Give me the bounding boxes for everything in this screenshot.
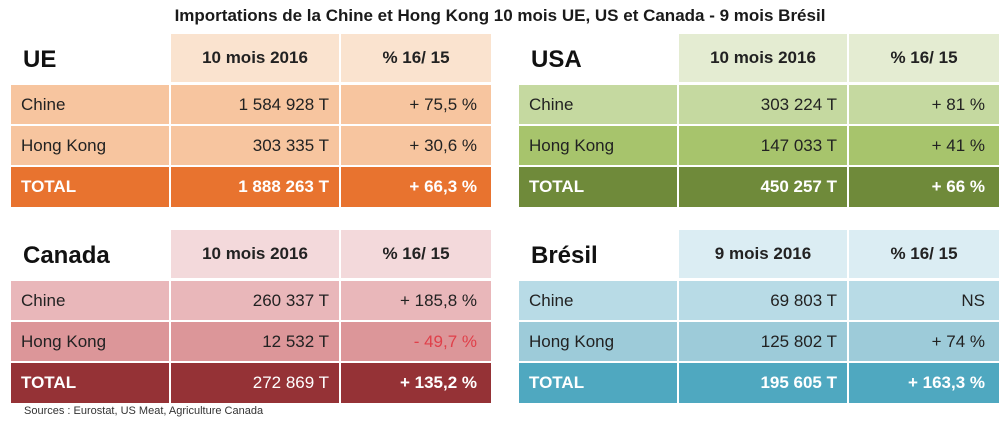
row-change: + 135,2 % bbox=[341, 363, 491, 403]
row-volume: 147 033 T bbox=[679, 126, 847, 165]
table-row-chine: Chine 260 337 T + 185,8 % bbox=[11, 281, 491, 320]
row-volume: 69 803 T bbox=[679, 281, 847, 320]
region-title: Brésil bbox=[519, 230, 677, 278]
page-title: Importations de la Chine et Hong Kong 10… bbox=[174, 6, 826, 25]
table-row-chine: Chine 303 224 T + 81 % bbox=[519, 85, 999, 124]
table-header: Canada 10 mois 2016 % 16/ 15 bbox=[11, 230, 491, 278]
table-canada: Canada 10 mois 2016 % 16/ 15 Chine 260 3… bbox=[11, 230, 491, 411]
row-label: Chine bbox=[519, 85, 677, 124]
period-header: 10 mois 2016 bbox=[171, 230, 339, 278]
row-label: Hong Kong bbox=[11, 322, 169, 361]
row-change: + 30,6 % bbox=[341, 126, 491, 165]
change-header: % 16/ 15 bbox=[341, 230, 491, 278]
row-change: + 66,3 % bbox=[341, 167, 491, 207]
row-volume: 303 335 T bbox=[171, 126, 339, 165]
row-volume: 450 257 T bbox=[679, 167, 847, 207]
row-change: + 163,3 % bbox=[849, 363, 999, 403]
row-volume: 260 337 T bbox=[171, 281, 339, 320]
row-label: Chine bbox=[519, 281, 677, 320]
row-label: Chine bbox=[11, 85, 169, 124]
region-title: UE bbox=[11, 34, 169, 82]
table-bresil: Brésil 9 mois 2016 % 16/ 15 Chine 69 803… bbox=[519, 230, 999, 411]
row-label: TOTAL bbox=[11, 167, 169, 207]
row-volume: 272 869 T bbox=[171, 363, 339, 403]
row-label: Chine bbox=[11, 281, 169, 320]
row-change: + 185,8 % bbox=[341, 281, 491, 320]
row-volume: 125 802 T bbox=[679, 322, 847, 361]
table-row-chine: Chine 69 803 T NS bbox=[519, 281, 999, 320]
table-row-total: TOTAL 450 257 T + 66 % bbox=[519, 167, 999, 207]
row-label: TOTAL bbox=[519, 363, 677, 403]
row-change: + 74 % bbox=[849, 322, 999, 361]
row-change: + 66 % bbox=[849, 167, 999, 207]
change-header: % 16/ 15 bbox=[341, 34, 491, 82]
period-header: 10 mois 2016 bbox=[679, 34, 847, 82]
row-label: Hong Kong bbox=[11, 126, 169, 165]
table-row-hong-kong: Hong Kong 303 335 T + 30,6 % bbox=[11, 126, 491, 165]
row-volume: 12 532 T bbox=[171, 322, 339, 361]
row-label: TOTAL bbox=[11, 363, 169, 403]
table-row-hong-kong: Hong Kong 12 532 T - 49,7 % bbox=[11, 322, 491, 361]
change-header: % 16/ 15 bbox=[849, 230, 999, 278]
table-row-total: TOTAL 195 605 T + 163,3 % bbox=[519, 363, 999, 403]
row-change: + 75,5 % bbox=[341, 85, 491, 124]
table-header: USA 10 mois 2016 % 16/ 15 bbox=[519, 34, 999, 82]
region-title: USA bbox=[519, 34, 677, 82]
period-header: 10 mois 2016 bbox=[171, 34, 339, 82]
period-header: 9 mois 2016 bbox=[679, 230, 847, 278]
row-volume: 195 605 T bbox=[679, 363, 847, 403]
row-change: NS bbox=[849, 281, 999, 320]
row-change-negative: - 49,7 % bbox=[341, 322, 491, 361]
row-label: Hong Kong bbox=[519, 126, 677, 165]
row-label: Hong Kong bbox=[519, 322, 677, 361]
row-label: TOTAL bbox=[519, 167, 677, 207]
row-change: + 81 % bbox=[849, 85, 999, 124]
table-row-chine: Chine 1 584 928 T + 75,5 % bbox=[11, 85, 491, 124]
table-header: UE 10 mois 2016 % 16/ 15 bbox=[11, 34, 491, 82]
table-usa: USA 10 mois 2016 % 16/ 15 Chine 303 224 … bbox=[519, 34, 999, 215]
table-row-hong-kong: Hong Kong 125 802 T + 74 % bbox=[519, 322, 999, 361]
table-ue: UE 10 mois 2016 % 16/ 15 Chine 1 584 928… bbox=[11, 34, 491, 215]
row-volume: 303 224 T bbox=[679, 85, 847, 124]
table-header: Brésil 9 mois 2016 % 16/ 15 bbox=[519, 230, 999, 278]
region-title: Canada bbox=[11, 230, 169, 278]
table-row-total: TOTAL 272 869 T + 135,2 % bbox=[11, 363, 491, 403]
row-volume: 1 888 263 T bbox=[171, 167, 339, 207]
table-row-hong-kong: Hong Kong 147 033 T + 41 % bbox=[519, 126, 999, 165]
row-change: + 41 % bbox=[849, 126, 999, 165]
row-volume: 1 584 928 T bbox=[171, 85, 339, 124]
table-row-total: TOTAL 1 888 263 T + 66,3 % bbox=[11, 167, 491, 207]
sources-note: Sources : Eurostat, US Meat, Agriculture… bbox=[24, 405, 264, 417]
change-header: % 16/ 15 bbox=[849, 34, 999, 82]
